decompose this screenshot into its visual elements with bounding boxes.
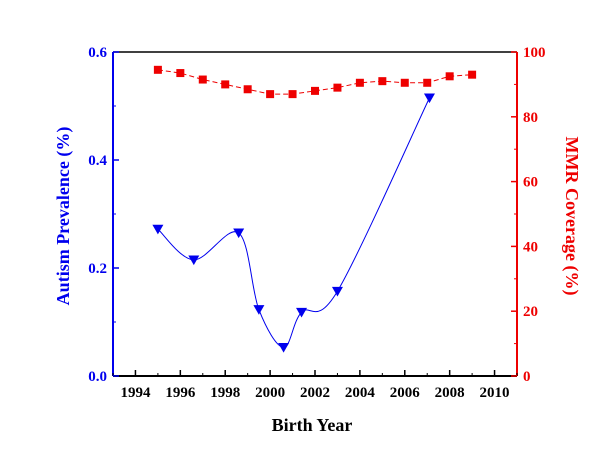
autism-point [152, 224, 164, 235]
x-tick-label: 1998 [210, 385, 240, 401]
mmr-point [176, 69, 185, 78]
x-axis-title: Birth Year [272, 415, 353, 435]
mmr-point [243, 85, 252, 94]
right-y-axis-title: MMR Coverage (%) [561, 137, 582, 296]
series-line-autism [157, 97, 430, 348]
mmr-point [355, 78, 364, 87]
x-axis: 1994 1996 1998 2000 2002 2004 2006 2008 2010 [112, 370, 518, 401]
mmr-point [266, 90, 275, 99]
mmr-point [423, 78, 432, 87]
right-y-tick-label: 100 [523, 45, 546, 61]
autism-point [296, 307, 308, 318]
autism-point [233, 228, 245, 239]
autism-point [423, 93, 435, 104]
x-tick-label: 2010 [480, 385, 510, 401]
x-tick-label: 1996 [165, 385, 196, 401]
right-y-axis: 0 20 40 60 80 100 [511, 45, 546, 385]
autism-point [188, 255, 200, 266]
left-y-tick-label: 0.6 [88, 45, 107, 61]
mmr-point [378, 77, 387, 86]
left-y-tick-label: 0.0 [88, 369, 107, 385]
mmr-point [468, 70, 477, 79]
mmr-point [400, 78, 409, 87]
x-tick-label: 2000 [255, 385, 285, 401]
autism-point [278, 342, 290, 353]
x-tick-label: 1994 [120, 385, 151, 401]
mmr-point [333, 83, 342, 92]
mmr-point [153, 65, 162, 74]
right-y-tick-label: 60 [523, 175, 538, 191]
plot-frame [112, 51, 518, 377]
x-tick-label: 2006 [390, 385, 421, 401]
mmr-point [445, 72, 454, 81]
mmr-point [311, 86, 319, 95]
left-y-axis-title: Autism Prevalence (%) [53, 127, 74, 306]
x-tick-label: 2004 [345, 385, 376, 401]
right-y-tick-label: 0 [523, 369, 531, 385]
autism-point [253, 305, 265, 315]
left-y-axis: 0.0 0.2 0.4 0.6 [88, 45, 119, 385]
mmr-point [198, 75, 207, 84]
x-tick-label: 2002 [300, 385, 330, 401]
x-tick-label: 2008 [435, 385, 465, 401]
series-layer [152, 65, 477, 353]
left-y-tick-label: 0.4 [88, 153, 107, 169]
right-y-tick-label: 80 [523, 110, 538, 126]
mmr-point [221, 80, 230, 89]
right-y-tick-label: 40 [523, 239, 538, 255]
right-y-tick-label: 20 [523, 304, 538, 320]
autism-point [331, 286, 343, 297]
left-y-tick-label: 0.2 [88, 261, 107, 277]
mmr-point [288, 90, 297, 99]
